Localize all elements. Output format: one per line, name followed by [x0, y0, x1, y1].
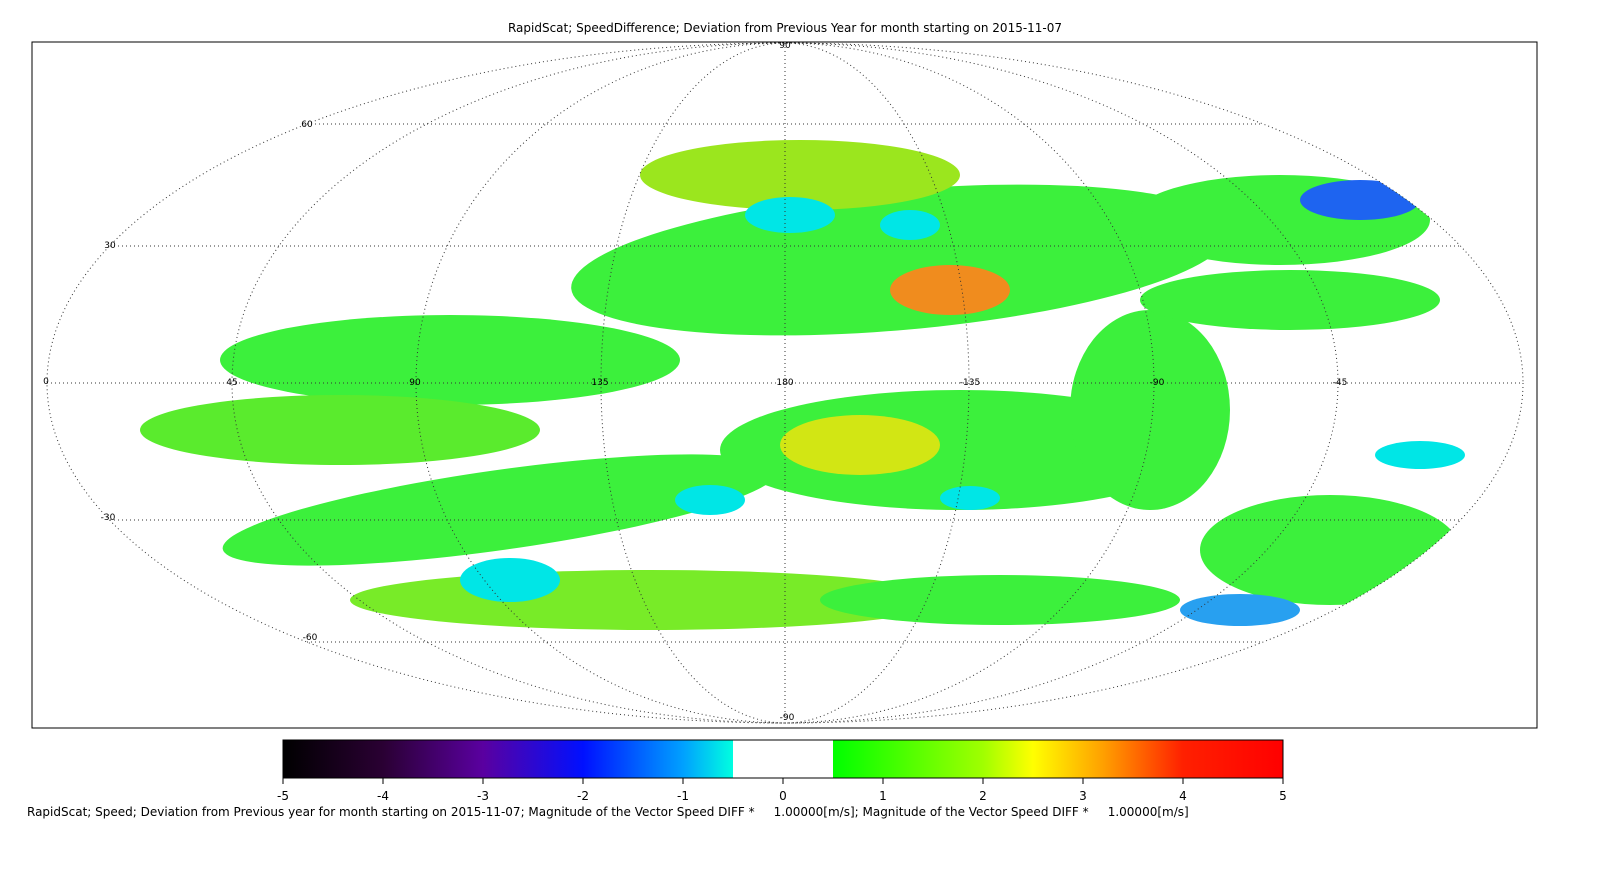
colorbar-tick-label: 1	[879, 789, 887, 803]
colorbar-tick-label: 2	[979, 789, 987, 803]
colorbar-tick-label: -4	[377, 789, 389, 803]
lat-label: -60	[303, 633, 318, 643]
caption: RapidScat; Speed; Deviation from Previou…	[27, 805, 1189, 819]
colorbar-tick-label: 5	[1279, 789, 1287, 803]
lat-label: 60	[301, 120, 313, 130]
colorbar-tick-label: 0	[779, 789, 787, 803]
lat-label: -30	[101, 513, 116, 523]
colorbar	[282, 739, 1284, 779]
colorbar-tick-label: 3	[1079, 789, 1087, 803]
lon-label: -45	[1333, 378, 1348, 388]
lat-label: 30	[104, 241, 116, 251]
colorbar-tick-label: -2	[577, 789, 589, 803]
lon-label: 90	[409, 378, 421, 388]
lat-label: -90	[780, 713, 795, 723]
field-shading	[140, 140, 1465, 630]
lat-label: 90	[779, 41, 791, 51]
colorbar-tick-label: -5	[277, 789, 289, 803]
lon-label: -90	[1150, 378, 1165, 388]
lon-label: -135	[960, 378, 980, 388]
colorbar-tick-label: 4	[1179, 789, 1187, 803]
map-title: RapidScat; SpeedDifference; Deviation fr…	[508, 21, 1062, 35]
map-frame	[31, 41, 1538, 729]
lat-label: 0	[43, 377, 49, 387]
colorbar-tick-label: -1	[677, 789, 689, 803]
colorbar-tick-label: -3	[477, 789, 489, 803]
lon-label: 135	[591, 378, 608, 388]
graticule	[46, 42, 1524, 724]
lon-label: 180	[776, 378, 793, 388]
lon-label: 45	[226, 378, 237, 388]
